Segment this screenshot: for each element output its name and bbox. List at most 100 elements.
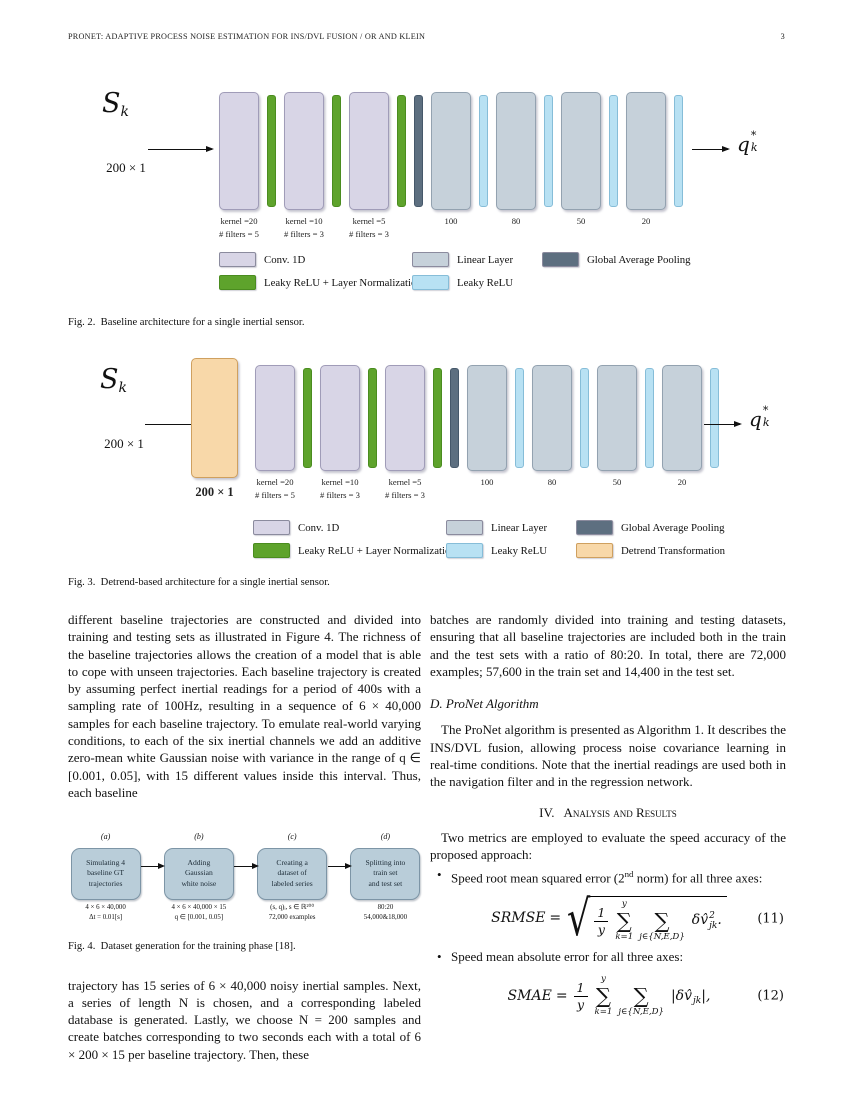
flow-step-box: Splitting into train set and test set <box>350 847 421 900</box>
subsection-heading: D. ProNet Algorithm <box>430 696 539 712</box>
detrend-swatch <box>576 543 613 558</box>
gap-layer <box>414 92 423 207</box>
fig2-caption: Fig. 2. Baseline architecture for a sing… <box>68 317 305 328</box>
layer-label: kernel =5 # filters = 3 <box>385 477 425 501</box>
equation-number: (12) <box>757 988 784 1004</box>
layer-label: kernel =20 # filters = 5 <box>255 477 295 501</box>
gap-swatch <box>542 252 579 267</box>
act-block <box>303 368 312 468</box>
conv-block <box>385 365 425 471</box>
act-block <box>267 95 276 207</box>
bullet-marker-icon: • <box>437 866 442 882</box>
flow-step-subcaption: 4 × 6 × 40,000 Δt = 0.01[s] <box>85 903 126 921</box>
conv-block <box>219 92 259 210</box>
linear-layer: 100 <box>467 358 507 487</box>
right-column: batches are randomly divided into traini… <box>430 611 786 1023</box>
linear-block <box>626 92 666 210</box>
legend-label: Leaky ReLU <box>457 276 514 289</box>
fig3-input-dimension: 200 × 1 <box>104 436 144 451</box>
layer-label: kernel =10 # filters = 3 <box>284 216 324 240</box>
legend-label: Leaky ReLU <box>491 544 548 557</box>
summation: y ∑ k=1 <box>594 974 613 1017</box>
linear-block <box>467 365 507 471</box>
relu-swatch <box>446 543 483 558</box>
legend-item-conv: Conv. 1D <box>219 252 412 267</box>
fig2-output-arrow-icon <box>692 145 730 152</box>
conv-layer: kernel =20 # filters = 5 <box>219 92 259 239</box>
fig3-layer-row: 200 × 1 kernel =20 # filters = 5 kernel =10… <box>191 358 719 500</box>
relu-layer <box>645 358 654 468</box>
fig2-input-symbol: Sk <box>102 88 129 120</box>
relu-swatch <box>412 275 449 290</box>
legend-item-gap: Global Average Pooling <box>576 520 816 535</box>
flow-step-tag: (d) <box>380 832 391 842</box>
layer-label: kernel =5 # filters = 3 <box>349 216 389 240</box>
flow-step: (d) Splitting into train set and test set 80… <box>350 828 421 923</box>
layer-label: 50 <box>612 477 622 487</box>
relu-block <box>479 95 488 207</box>
relu-block <box>515 368 524 468</box>
relu-block <box>645 368 654 468</box>
bullet-item: • Speed root mean squared error (2nd nor… <box>430 866 786 887</box>
flow-arrow-icon <box>234 863 259 870</box>
fig3-legend: Conv. 1D Linear Layer Global Average Pooli… <box>253 520 816 558</box>
legend-item-gap: Global Average Pooling <box>542 252 782 267</box>
summation: ∑ j∈{N,E,D} <box>639 908 685 942</box>
flow-step: (b) Adding Gaussian white noise 4 × 6 × 40,0… <box>163 828 234 923</box>
flow-step-subcaption: 80:20 54,000&18,000 <box>363 903 408 921</box>
legend-item-relu: Leaky ReLU <box>446 543 576 558</box>
legend-item-act: Leaky ReLU + Layer Normalization <box>219 275 422 290</box>
linear-layer: 80 <box>496 92 536 226</box>
fig2-output-symbol: q * k <box>737 129 758 156</box>
legend-label: Leaky ReLU + Layer Normalization <box>264 276 422 289</box>
bullet-text: Speed mean absolute error for all three … <box>451 949 684 965</box>
bullet-text: Speed root mean squared error (2nd norm)… <box>451 868 763 885</box>
fig2-input-arrow-icon <box>148 145 214 152</box>
relu-block <box>544 95 553 207</box>
term-indices: jk <box>693 996 702 1007</box>
detrend-block <box>191 358 238 478</box>
flow-arrow-icon <box>141 863 166 870</box>
radical-icon: √ <box>567 890 591 948</box>
linear-block <box>532 365 572 471</box>
relu-layer <box>479 92 488 207</box>
linear-block <box>662 365 702 471</box>
act-block <box>332 95 341 207</box>
linear-layer: 20 <box>626 92 666 226</box>
left-column: different baseline trajectories are cons… <box>68 611 421 1063</box>
conv-layer: kernel =10 # filters = 3 <box>284 92 324 239</box>
linear-layer: 20 <box>662 358 702 487</box>
relu-layer <box>515 358 524 468</box>
relu-layer <box>710 358 719 468</box>
linear-swatch <box>446 520 483 535</box>
legend-label: Detrend Transformation <box>621 544 726 557</box>
detrend-layer: 200 × 1 <box>191 358 238 499</box>
relu-layer <box>544 92 553 207</box>
legend-item-linear: Linear Layer <box>446 520 576 535</box>
act-block <box>368 368 377 468</box>
conv-block <box>255 365 295 471</box>
layer-label: kernel =20 # filters = 5 <box>219 216 259 240</box>
relu-block <box>710 368 719 468</box>
legend-item-conv: Conv. 1D <box>253 520 446 535</box>
relu-layer <box>580 358 589 468</box>
fig3-input-symbol: Sk <box>100 364 127 396</box>
flow-step: (a) Simulating 4 baseline GT trajectories 4 … <box>70 828 141 923</box>
legend-label: Leaky ReLU + Layer Normalization <box>298 544 456 557</box>
legend-label: Linear Layer <box>457 253 514 266</box>
figure-4-flowchart: (a) Simulating 4 baseline GT trajectories 4 … <box>70 828 421 923</box>
legend-label: Global Average Pooling <box>587 253 691 266</box>
fig3-output-arrow-icon <box>704 420 742 427</box>
flow-step-tag: (c) <box>287 832 297 842</box>
legend-label: Conv. 1D <box>264 253 306 266</box>
gap-block <box>450 368 459 468</box>
gap-layer <box>450 358 459 468</box>
conv-layer: kernel =5 # filters = 3 <box>385 358 425 500</box>
act-block <box>397 95 406 207</box>
act-layer <box>433 358 442 468</box>
summation: y ∑ k=1 <box>615 899 634 942</box>
